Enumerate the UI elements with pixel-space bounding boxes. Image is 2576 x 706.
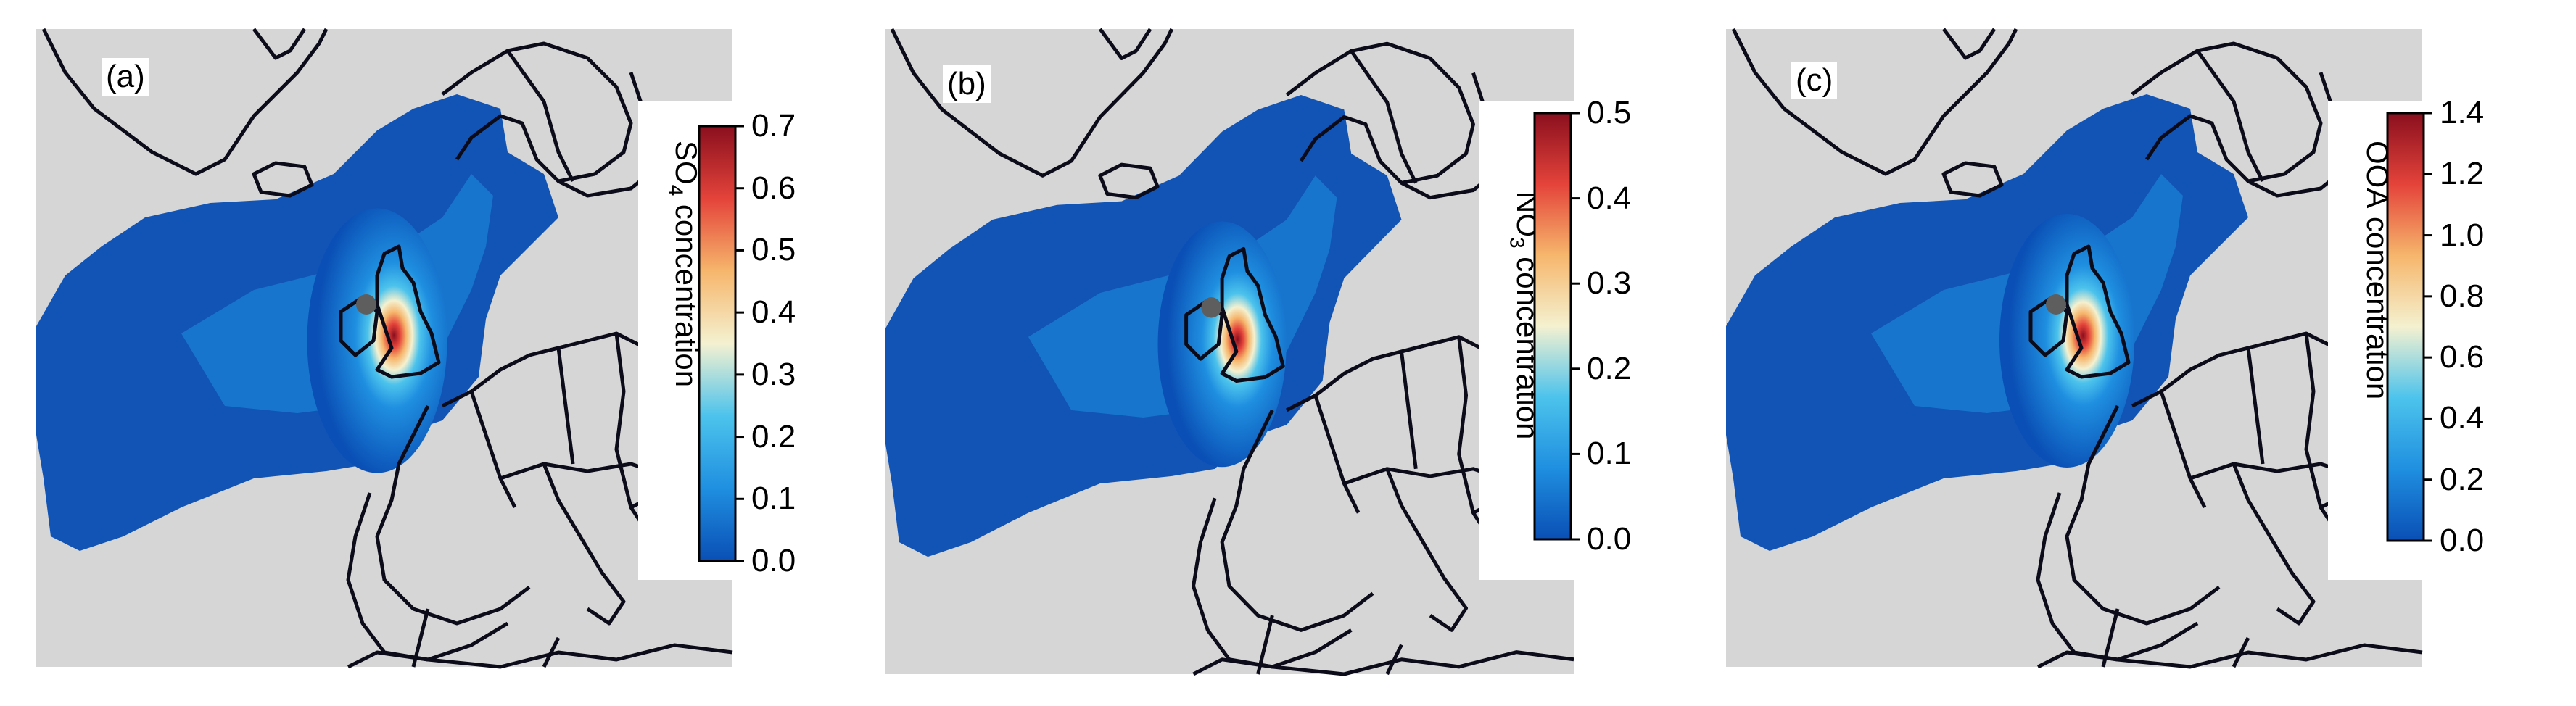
africa-border-1 xyxy=(2101,608,2120,668)
greenland-east xyxy=(1098,28,1152,60)
colorbar-tick-label: 0.3 xyxy=(751,356,796,392)
colorbar: SO4 concentration 0.0 0.1 0.2 0.3 0.4 0.5 0.6 0… xyxy=(638,101,827,580)
colorbar-tick-label: 0.4 xyxy=(2440,400,2485,436)
iceland xyxy=(1098,162,1160,200)
panel-label: (b) xyxy=(943,65,991,103)
iceland xyxy=(252,161,314,198)
panel-label: (c) xyxy=(1791,62,1838,99)
iberia xyxy=(1192,497,1353,669)
colorbar-tick-label: 0.0 xyxy=(1587,521,1632,557)
colorbar-tick-label: 0.6 xyxy=(2440,339,2485,375)
uk-great-britain xyxy=(375,244,441,379)
border-de-pl xyxy=(2246,347,2265,465)
colorbar-tick-label: 0.1 xyxy=(751,481,796,517)
colorbar-tick-label: 0.6 xyxy=(751,170,796,206)
concentration-map xyxy=(1726,28,2424,669)
border-fr-de xyxy=(2159,391,2207,509)
colorbar-tick-label: 0.5 xyxy=(1587,95,1632,130)
norway-sweden-border xyxy=(1350,49,1418,184)
border-fr-de xyxy=(1313,394,1361,514)
greenland-coast xyxy=(890,28,1174,178)
colorbar-tick-label: 0.8 xyxy=(2440,278,2485,314)
colorbar: NO3 concentration 0.0 0.1 0.2 0.3 0.4 0.5 xyxy=(1479,97,1668,580)
colorbar-gradient xyxy=(1533,112,1572,541)
greenland-east xyxy=(1942,28,1997,60)
colorbar-tick-label: 0.0 xyxy=(751,543,796,578)
france-coast xyxy=(375,404,531,626)
colorbar-tick-label: 0.4 xyxy=(1587,180,1632,216)
greenland-east xyxy=(252,28,307,60)
italy xyxy=(1385,468,1469,632)
africa-coast xyxy=(347,643,733,669)
uk-great-britain xyxy=(2065,244,2131,379)
colorbar-scale xyxy=(698,125,744,562)
africa-border-2 xyxy=(1385,644,1403,676)
scandinavia-coast xyxy=(441,41,633,183)
concentration-map xyxy=(885,28,1575,676)
border-de-pl xyxy=(1400,351,1418,470)
map-panel-b: (b) NO3 concentration 0.0 0.1 0.2 0.3 0.4 0.5 xyxy=(849,0,1690,706)
greenland-coast xyxy=(41,28,329,176)
colorbar-tick-label: 1.2 xyxy=(2440,156,2485,192)
italy xyxy=(542,463,626,626)
concentration-map xyxy=(36,28,734,669)
colorbar-tick-label: 0.3 xyxy=(1587,265,1632,302)
norway-sweden-border xyxy=(505,49,575,183)
colorbar-gradient xyxy=(698,125,737,562)
receptor-site-marker xyxy=(2046,294,2066,315)
plume-hotspot xyxy=(307,208,447,473)
norway-sweden-border xyxy=(2195,49,2265,183)
france-coast xyxy=(1220,409,1374,632)
colorbar-tick-label: 0.2 xyxy=(2440,461,2485,497)
iberia xyxy=(346,492,509,662)
colorbar-scale xyxy=(1533,112,1580,541)
italy xyxy=(2232,463,2316,626)
map-panel-a: (a) SO4 concentration 0.0 0.1 0.2 0.3 0.4 0.5… xyxy=(0,0,841,706)
africa-coast xyxy=(1192,650,1574,676)
colorbar-tick-label: 0.5 xyxy=(751,232,796,268)
border-de-pl xyxy=(556,347,575,465)
colorbar-scale xyxy=(2386,112,2432,542)
plume-hotspot xyxy=(1999,214,2134,468)
colorbar-tick-label: 1.0 xyxy=(2440,217,2485,253)
africa-border-2 xyxy=(542,636,561,668)
africa-border-1 xyxy=(411,608,430,668)
receptor-site-marker xyxy=(1201,297,1222,318)
iceland xyxy=(1941,161,2004,198)
colorbar-tick-label: 0.2 xyxy=(1587,350,1632,386)
france-coast xyxy=(2065,404,2221,626)
colorbar-gradient xyxy=(2386,112,2425,542)
panel-label: (a) xyxy=(102,58,149,96)
africa-border-2 xyxy=(2232,636,2250,668)
colorbar-tick-label: 0.7 xyxy=(751,108,796,144)
colorbar-tick-label: 0.2 xyxy=(751,418,796,454)
border-fr-de xyxy=(469,391,517,509)
greenland-coast xyxy=(1731,28,2018,176)
scandinavia-coast xyxy=(1285,41,1475,185)
africa-coast xyxy=(2036,643,2423,669)
colorbar-tick-label: 1.4 xyxy=(2440,95,2485,130)
uk-great-britain xyxy=(1220,246,1285,383)
map-panel-c: (c) OOA concentration 0.0 0.2 0.4 0.6 0.8 1.0… xyxy=(1697,0,2538,706)
colorbar: OOA concentration 0.0 0.2 0.4 0.6 0.8 1.0 1.2 1… xyxy=(2328,97,2517,580)
receptor-site-marker xyxy=(356,294,376,315)
scandinavia-coast xyxy=(2131,41,2323,183)
colorbar-tick-label: 0.4 xyxy=(751,294,796,331)
colorbar-tick-label: 0.0 xyxy=(2440,523,2485,558)
africa-border-1 xyxy=(1256,615,1274,675)
colorbar-tick-label: 0.1 xyxy=(1587,436,1632,472)
plume-hotspot xyxy=(1157,221,1287,468)
iberia xyxy=(2036,492,2199,662)
